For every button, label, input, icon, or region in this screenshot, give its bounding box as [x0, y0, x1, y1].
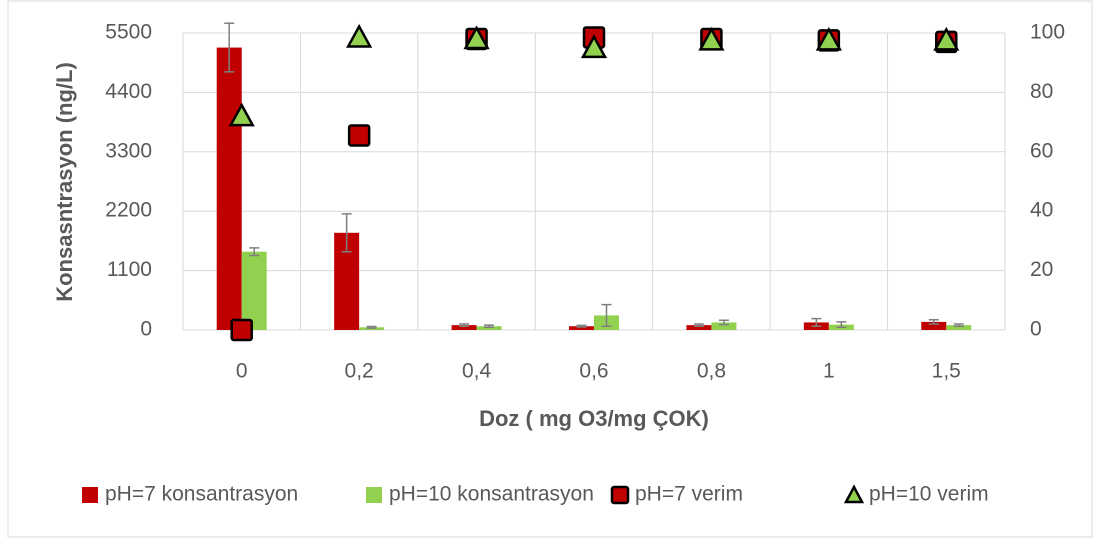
- error-bar: [953, 323, 964, 327]
- y-tick-label: 5500: [105, 21, 152, 44]
- y-tick-label: 0: [140, 318, 152, 341]
- y2-tick-label: 80: [1030, 80, 1053, 103]
- bar: [686, 325, 712, 330]
- triangle-marker: [463, 25, 490, 50]
- y2-tick-label: 100: [1030, 21, 1065, 44]
- triangle-marker: [346, 23, 373, 48]
- y2-tick-label: 0: [1030, 318, 1042, 341]
- legend-label: pH=10 konsantrasyon: [389, 483, 594, 506]
- error-bar: [928, 318, 939, 325]
- error-bar: [601, 303, 612, 327]
- legend-swatch: [82, 487, 98, 503]
- error-bar: [366, 325, 377, 329]
- x-tick-label: 1: [823, 360, 835, 383]
- square-marker: [347, 124, 371, 147]
- square-marker: [230, 318, 253, 342]
- error-bar: [224, 22, 235, 73]
- error-bar: [693, 323, 704, 327]
- bar: [711, 322, 737, 330]
- y-tick-label: 3300: [105, 139, 152, 162]
- legend-label: pH=10 verim: [869, 483, 989, 506]
- chart-border: [7, 0, 1093, 538]
- y-tick-label: 1100: [107, 258, 152, 281]
- x-tick-label: 0: [236, 360, 248, 383]
- x-tick-label: 0,6: [579, 360, 608, 383]
- bar: [241, 251, 267, 330]
- legend-swatch: [610, 485, 630, 505]
- bar: [476, 326, 502, 330]
- x-tick-label: 0,2: [345, 360, 374, 383]
- y-axis-title: Konsasntrasyon (ng/L): [52, 62, 77, 302]
- x-tick-label: 0,4: [462, 360, 492, 383]
- y-tick-label: 4400: [105, 80, 152, 103]
- x-tick-label: 0,8: [697, 360, 726, 383]
- error-bar: [249, 247, 260, 257]
- x-tick-label: 1,5: [932, 360, 961, 383]
- bar: [921, 321, 947, 330]
- triangle-marker: [228, 102, 255, 127]
- legend-swatch: [843, 484, 865, 504]
- triangle-marker: [698, 26, 725, 51]
- y2-tick-label: 40: [1030, 199, 1053, 222]
- error-bar: [811, 317, 822, 327]
- x-axis-title: Doz ( mg O3/mg ÇOK): [479, 406, 709, 431]
- error-bar: [341, 213, 352, 253]
- error-bar: [459, 323, 470, 327]
- legend-swatch: [366, 487, 382, 503]
- y2-tick-label: 20: [1030, 258, 1053, 281]
- legend-label: pH=7 konsantrasyon: [105, 483, 298, 506]
- triangle-marker: [815, 26, 842, 51]
- y-tick-label: 2200: [105, 199, 152, 222]
- triangle-marker: [933, 26, 960, 51]
- legend-label: pH=7 verim: [635, 483, 743, 506]
- error-bar: [484, 324, 495, 329]
- error-bar: [836, 321, 847, 329]
- triangle-marker: [580, 34, 608, 59]
- bar: [451, 325, 477, 330]
- bar: [216, 47, 242, 331]
- bar: [569, 326, 594, 330]
- bar: [946, 325, 972, 330]
- y2-tick-label: 60: [1030, 139, 1053, 162]
- error-bar: [576, 324, 587, 328]
- error-bar: [718, 319, 729, 326]
